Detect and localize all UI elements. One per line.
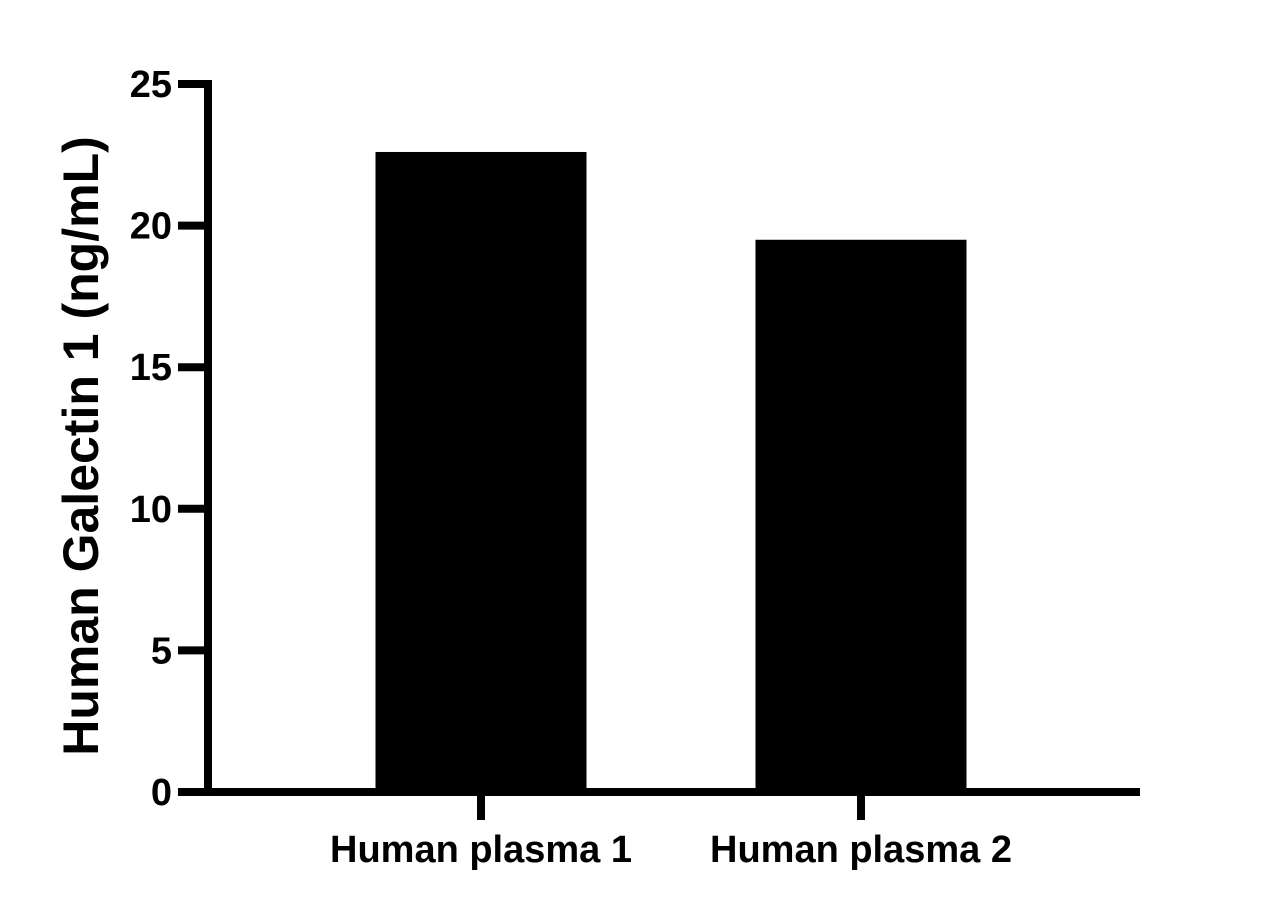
axes-group [204, 80, 1140, 796]
y-tick-label: 20 [130, 206, 172, 248]
y-tick-label: 10 [130, 489, 172, 531]
x-category-label: Human plasma 2 [710, 829, 1012, 871]
bars-group [375, 151, 967, 792]
y-tick-label: 15 [130, 347, 172, 389]
x-ticks-group: Human plasma 1 Human plasma 2 [330, 792, 1012, 871]
x-category-label: Human plasma 1 [330, 829, 632, 871]
y-ticks-group: 0 5 10 15 20 25 [130, 64, 208, 814]
y-tick-label: 25 [130, 64, 172, 106]
y-axis-title: Human Galectin 1 (ng/mL) [53, 136, 109, 756]
bar-2 [755, 239, 967, 792]
y-tick-label: 5 [151, 630, 172, 672]
bar-1 [375, 151, 587, 792]
y-tick-label: 0 [151, 772, 172, 814]
